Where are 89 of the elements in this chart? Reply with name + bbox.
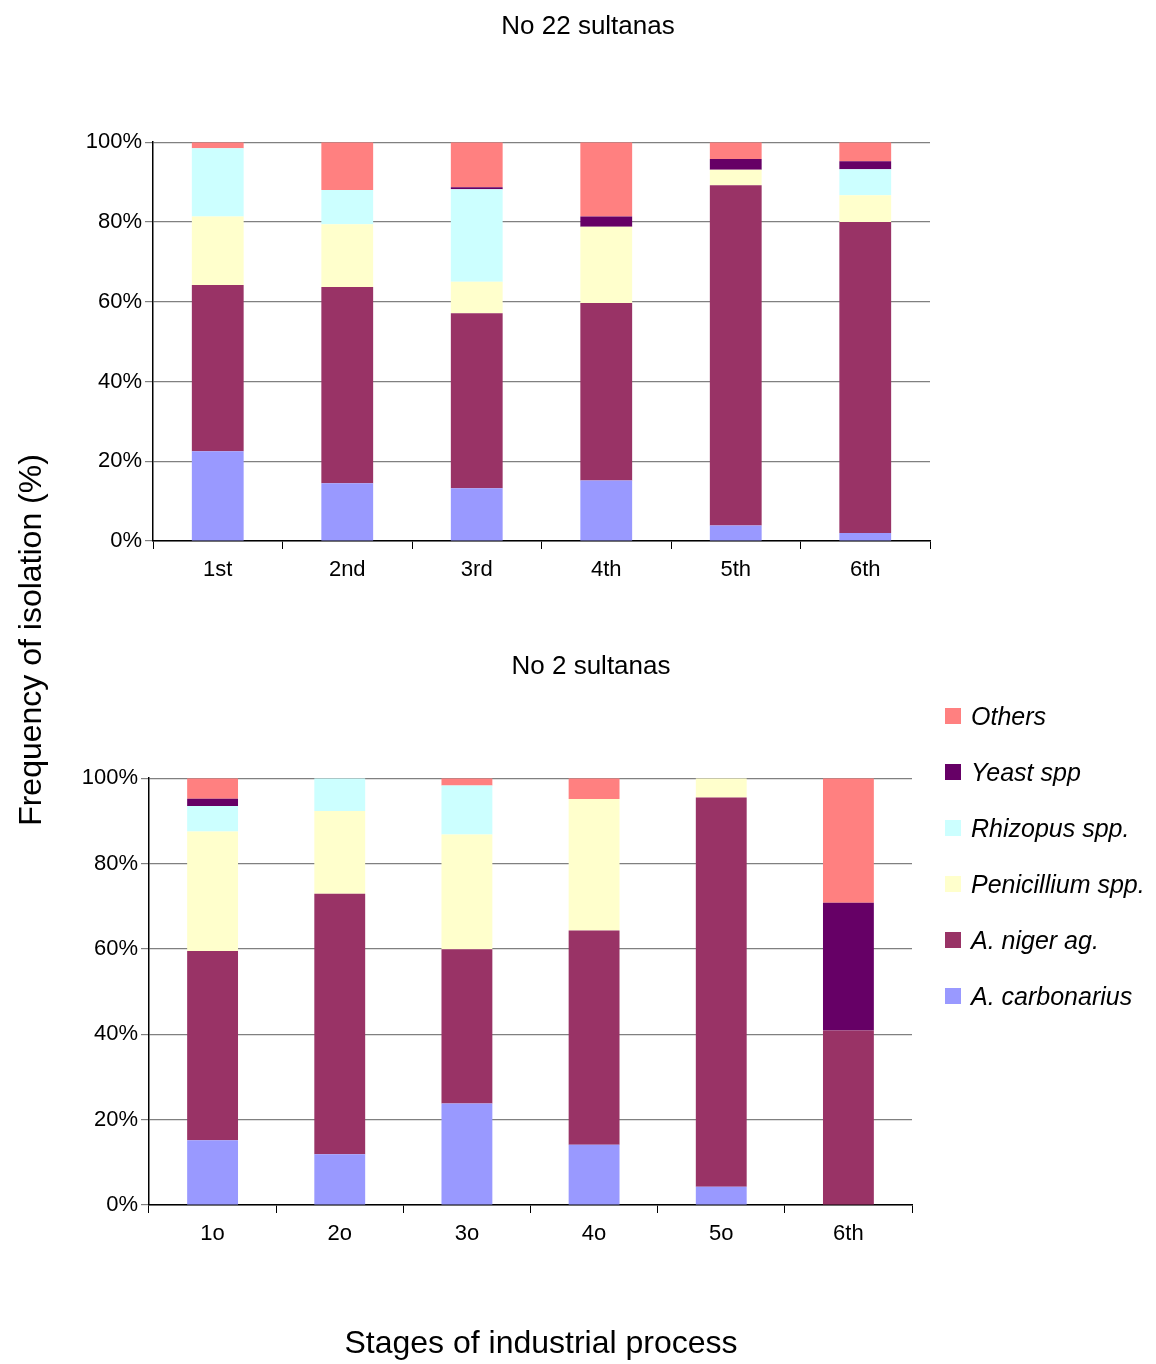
- bar: [580, 226, 633, 303]
- y-tick-label: 60%: [93, 934, 138, 960]
- x-tick-label: 1o: [200, 1220, 225, 1246]
- bar: [321, 483, 374, 541]
- bar: [709, 158, 762, 170]
- bar: [314, 811, 366, 894]
- bar: [187, 778, 239, 799]
- legend-label: A. carbonarius: [971, 981, 1133, 1011]
- bar: [191, 216, 244, 285]
- bar: [839, 195, 892, 222]
- y-tick-label: 80%: [97, 208, 142, 234]
- x-tick-label: 5th: [720, 556, 752, 582]
- bar: [695, 797, 747, 1187]
- bar: [568, 1144, 620, 1205]
- x-tick-label: 3rd: [460, 556, 493, 582]
- x-tick-label: 5o: [709, 1220, 734, 1246]
- bar: [321, 224, 374, 287]
- bar: [709, 142, 762, 159]
- bar: [441, 834, 493, 950]
- y-tick-label: 40%: [97, 367, 142, 393]
- bar: [314, 1154, 366, 1205]
- x-tick-label: 4o: [581, 1220, 607, 1246]
- bar: [191, 451, 244, 541]
- chart-title: No 2 sultanas: [511, 650, 671, 681]
- x-tick-label: 1st: [203, 556, 233, 582]
- legend-label: Penicillium spp.: [971, 869, 1145, 899]
- bar: [568, 930, 620, 1145]
- bar: [450, 142, 503, 188]
- bar: [191, 284, 244, 452]
- bar: [839, 142, 892, 162]
- bar: [450, 488, 503, 541]
- bar: [187, 951, 239, 1141]
- bar: [441, 785, 493, 835]
- bar: [580, 480, 633, 541]
- bar: [839, 533, 892, 541]
- bar: [580, 142, 633, 217]
- legend-label: Others: [971, 701, 1047, 731]
- bar: [321, 190, 374, 225]
- bar: [441, 1103, 493, 1205]
- bar: [839, 221, 892, 534]
- bar: [187, 831, 239, 952]
- y-tick-label: 60%: [97, 287, 142, 313]
- y-tick-label: 40%: [93, 1020, 138, 1046]
- x-tick-label: 3o: [454, 1220, 480, 1246]
- bar: [822, 902, 874, 1031]
- y-tick-label: 20%: [97, 447, 142, 473]
- bar: [568, 778, 620, 800]
- bar: [580, 216, 633, 227]
- x-tick-label: 6th: [833, 1220, 864, 1246]
- bar: [822, 1030, 874, 1205]
- y-tick-label: 100%: [85, 128, 142, 154]
- bar: [191, 148, 244, 217]
- bar: [314, 778, 366, 812]
- bar: [187, 1140, 239, 1205]
- y-axis-title: Frequency of isolation (%): [11, 454, 49, 826]
- x-tick-label: 6th: [849, 556, 881, 582]
- y-tick-label: 100%: [81, 764, 138, 790]
- bar: [187, 805, 239, 832]
- bar: [822, 778, 874, 903]
- y-tick-label: 20%: [93, 1105, 138, 1131]
- x-tick-label: 2o: [327, 1220, 352, 1246]
- bar: [695, 1186, 747, 1205]
- y-tick-label: 0%: [110, 527, 142, 553]
- bar: [321, 286, 374, 484]
- legend-label: Yeast spp: [971, 757, 1081, 787]
- bar: [314, 893, 366, 1155]
- bar: [450, 187, 503, 190]
- bar: [187, 798, 239, 806]
- x-tick-label: 2nd: [328, 556, 366, 582]
- bar: [709, 185, 762, 526]
- bar: [450, 189, 503, 282]
- bar: [709, 169, 762, 186]
- bar: [568, 799, 620, 931]
- bar: [450, 313, 503, 489]
- chart-title: No 22 sultanas: [501, 10, 675, 41]
- legend-label: A. niger ag.: [971, 925, 1099, 955]
- bar: [441, 949, 493, 1104]
- x-tick-label: 4th: [590, 556, 622, 582]
- bar: [580, 302, 633, 481]
- bar: [695, 778, 747, 798]
- legend-label: Rhizopus spp.: [971, 813, 1130, 843]
- bar: [709, 525, 762, 541]
- y-tick-label: 80%: [93, 849, 138, 875]
- y-tick-label: 0%: [106, 1191, 138, 1217]
- bar: [839, 161, 892, 170]
- x-axis-title: Stages of industrial process: [344, 1324, 738, 1361]
- bar: [321, 142, 374, 191]
- bar: [839, 169, 892, 196]
- bar: [450, 281, 503, 314]
